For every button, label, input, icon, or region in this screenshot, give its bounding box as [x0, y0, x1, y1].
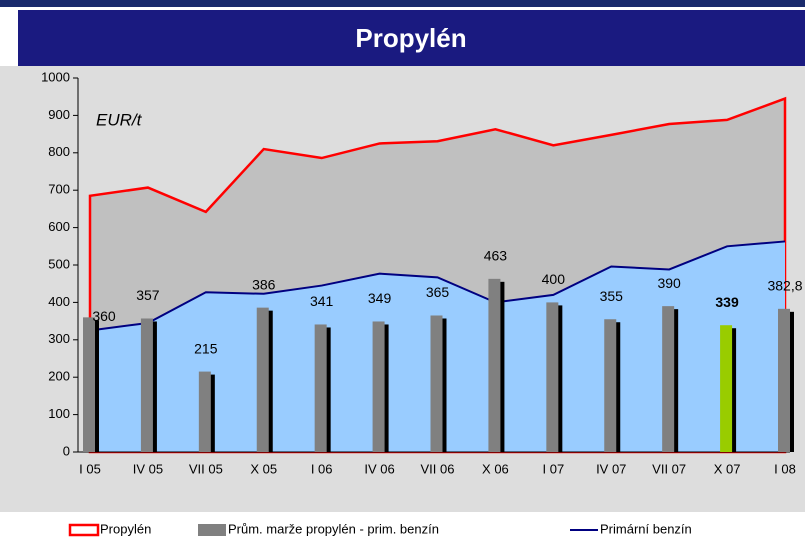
- bar: [83, 317, 95, 452]
- bar: [604, 319, 616, 452]
- bar: [720, 325, 732, 452]
- bar: [257, 308, 269, 452]
- x-tick-label: IV 07: [596, 461, 626, 476]
- legend-swatch: [198, 524, 226, 536]
- data-label: 349: [368, 290, 392, 306]
- bar: [315, 324, 327, 452]
- data-label: 339: [715, 294, 739, 310]
- x-tick-label: IV 06: [364, 461, 394, 476]
- data-label: 463: [484, 248, 508, 264]
- y-tick-label: 400: [48, 294, 70, 309]
- annotation: EUR/t: [96, 110, 143, 129]
- bar: [546, 302, 558, 452]
- y-tick-label: 300: [48, 331, 70, 346]
- chart-title: Propylén: [355, 23, 466, 53]
- legend-swatch: [70, 525, 98, 535]
- bar: [431, 315, 443, 452]
- data-label: 390: [657, 275, 681, 291]
- legend-label: Propylén: [100, 521, 151, 536]
- bar: [778, 309, 790, 452]
- data-label: 360: [92, 308, 116, 324]
- y-tick-label: 800: [48, 144, 70, 159]
- x-tick-label: I 05: [79, 461, 101, 476]
- data-label: 400: [542, 271, 566, 287]
- data-label: 357: [136, 287, 160, 303]
- bar: [373, 321, 385, 452]
- x-tick-label: X 05: [250, 461, 277, 476]
- y-tick-label: 500: [48, 256, 70, 271]
- y-tick-label: 600: [48, 219, 70, 234]
- y-tick-label: 1000: [41, 69, 70, 84]
- data-label: 365: [426, 284, 450, 300]
- x-tick-label: VII 06: [421, 461, 455, 476]
- x-tick-label: IV 05: [133, 461, 163, 476]
- bar: [199, 372, 211, 452]
- legend-label: Prům. marže propylén - prim. benzín: [228, 521, 439, 536]
- x-tick-label: VII 05: [189, 461, 223, 476]
- x-tick-label: VII 07: [652, 461, 686, 476]
- x-tick-label: X 06: [482, 461, 509, 476]
- y-tick-label: 100: [48, 406, 70, 421]
- data-label: 355: [600, 288, 624, 304]
- data-label: 386: [252, 276, 276, 292]
- y-tick-label: 700: [48, 182, 70, 197]
- x-tick-label: I 07: [542, 461, 564, 476]
- data-label: 341: [310, 293, 334, 309]
- chart: Propylén EUR/t 0 100 200 300 400 500 600 700 800 9…: [0, 0, 805, 542]
- y-tick-label: 0: [63, 443, 70, 458]
- bar: [662, 306, 674, 452]
- x-tick-label: I 06: [311, 461, 333, 476]
- top-bar: [0, 0, 805, 7]
- data-label: 215: [194, 340, 218, 356]
- x-tick-label: I 08: [774, 461, 796, 476]
- y-tick-label: 200: [48, 369, 70, 384]
- y-tick-label: 900: [48, 107, 70, 122]
- bar: [488, 279, 500, 452]
- legend-label: Primární benzín: [600, 521, 692, 536]
- data-label: 382,8: [767, 278, 802, 294]
- x-tick-label: X 07: [714, 461, 741, 476]
- bar: [141, 318, 153, 452]
